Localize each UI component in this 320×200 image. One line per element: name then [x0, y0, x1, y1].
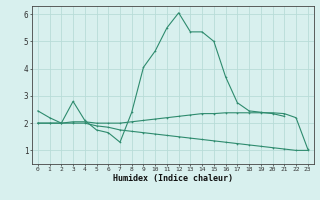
- X-axis label: Humidex (Indice chaleur): Humidex (Indice chaleur): [113, 174, 233, 183]
